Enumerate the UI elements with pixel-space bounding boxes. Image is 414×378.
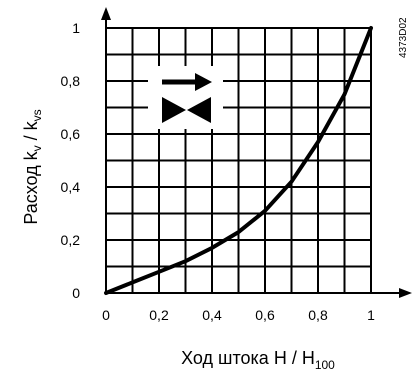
x-axis-arrow xyxy=(399,288,412,298)
x-tick-label: 0,2 xyxy=(149,307,169,323)
x-tick-label: 1 xyxy=(367,307,375,323)
y-tick-label: 0,8 xyxy=(61,73,81,89)
tick-labels: 0 0,2 0,4 0,6 0,8 1 0 0,2 0,4 0,6 0,8 1 xyxy=(61,20,376,323)
x-tick-label: 0,4 xyxy=(202,307,222,323)
x-axis-title: Ход штока H / H100 xyxy=(181,348,335,372)
valve-flow-direction-icon xyxy=(148,66,223,129)
figure-code: 4373D02 xyxy=(398,17,409,58)
x-tick-label: 0,6 xyxy=(255,307,275,323)
series-line xyxy=(104,26,373,295)
x-tick-label: 0,8 xyxy=(308,307,328,323)
y-axis-title: Расход kv / kvs xyxy=(21,109,44,224)
y-tick-label: 0,2 xyxy=(61,232,81,248)
chart-grid xyxy=(106,27,372,293)
y-axis-arrow xyxy=(101,7,111,20)
y-tick-label: 0 xyxy=(72,285,80,301)
x-tick-label: 0 xyxy=(102,307,110,323)
chart-axes xyxy=(101,7,412,298)
series-layer xyxy=(104,26,373,295)
y-tick-label: 0,4 xyxy=(61,179,81,195)
y-tick-label: 1 xyxy=(72,20,80,36)
y-tick-label: 0,6 xyxy=(61,126,81,142)
